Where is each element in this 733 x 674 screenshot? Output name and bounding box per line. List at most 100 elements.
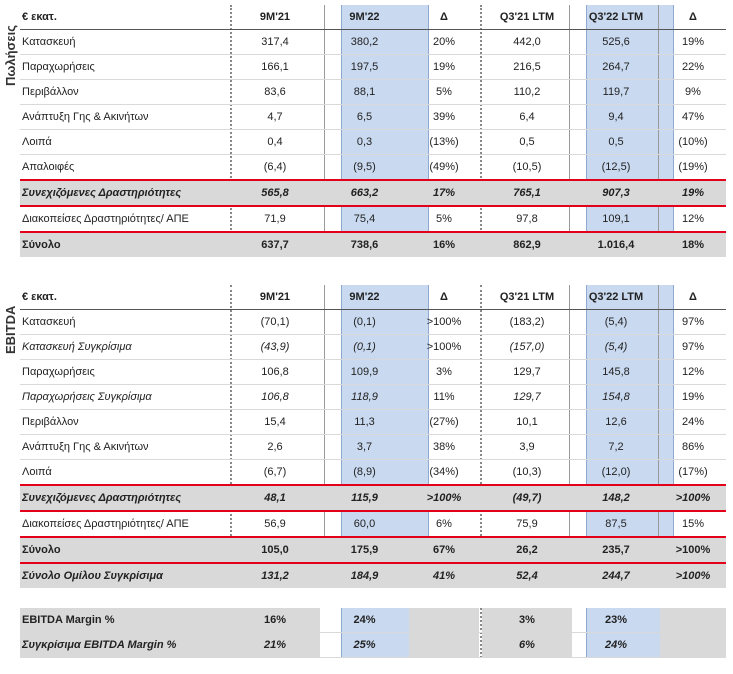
cell: 106,8: [261, 366, 289, 378]
cell: 16%: [432, 239, 456, 251]
cell: [660, 633, 726, 657]
cell: 3%: [436, 366, 452, 378]
cell: 24%: [604, 639, 628, 651]
cell: 380,2: [350, 36, 379, 48]
cell: >100%: [675, 492, 711, 504]
cell: (19%): [678, 161, 708, 173]
cell: 109,1: [602, 213, 630, 225]
row-label: Περιβάλλον: [22, 416, 79, 428]
cell: 738,6: [350, 239, 379, 251]
cell: 166,1: [261, 61, 289, 73]
cell: 6,4: [519, 111, 535, 123]
cell: 87,5: [605, 518, 627, 530]
cell: (9,5): [353, 161, 376, 173]
cell: 9,4: [608, 111, 624, 123]
cell: 1.016,4: [597, 239, 635, 251]
header-unit: € εκατ.: [22, 291, 57, 303]
row-label: Παραχωρήσεις: [22, 61, 95, 73]
cell: (10,3): [512, 466, 542, 478]
cell: 11,3: [354, 416, 375, 428]
cell: 22%: [681, 61, 705, 73]
cell: 19%: [432, 61, 456, 73]
row-label: Λοιπά: [22, 466, 52, 478]
cell: (183,2): [509, 316, 545, 328]
cell: 7,2: [608, 441, 624, 453]
row-label: EBITDA Margin %: [20, 608, 230, 632]
sales-table: € εκατ. 9M'21 9M'22 Δ Q3'21 LTM Q3'22 LT…: [20, 5, 726, 257]
cell: (70,1): [260, 316, 290, 328]
cell: 216,5: [513, 61, 541, 73]
header-q321: Q3'21 LTM: [499, 11, 555, 23]
table-row: Διακοπείσες Δραστηριότητες/ ΑΠΕ 56,9 60,…: [20, 512, 726, 538]
cell: 154,8: [602, 391, 630, 403]
table-row: Κατασκευή (70,1) (0,1) >100% (183,2) (5,…: [20, 310, 726, 335]
row-label: Ανάπτυξη Γης & Ακινήτων: [22, 111, 149, 123]
table-row: Απαλοιφές (6,4) (9,5) (49%) (10,5) (12,5…: [20, 155, 726, 181]
row-label: Σύνολο: [22, 544, 61, 556]
header-delta-ltm: Δ: [689, 291, 697, 303]
row-label: Απαλοιφές: [22, 161, 75, 173]
cell: 5%: [436, 213, 452, 225]
cell: 83,6: [264, 86, 286, 98]
header-delta-ltm: Δ: [689, 11, 697, 23]
cell: 20%: [432, 36, 456, 48]
table-row: Κατασκευή 317,4 380,2 20% 442,0 525,6 19…: [20, 30, 726, 55]
cell: 442,0: [513, 36, 541, 48]
cell: (43,9): [260, 341, 290, 353]
cell: 129,7: [513, 366, 541, 378]
header-q322: Q3'22 LTM: [588, 11, 644, 23]
header-unit: € εκατ.: [22, 11, 57, 23]
cell: 47%: [681, 111, 705, 123]
cell: 907,3: [602, 187, 630, 199]
cell: 21%: [230, 633, 320, 657]
cell: (34%): [429, 466, 459, 478]
cell: 19%: [681, 36, 705, 48]
ebitda-total-row: Σύνολο 105,0 175,9 67% 26,2 235,7 >100%: [20, 538, 726, 564]
cell: 129,7: [513, 391, 541, 403]
table-row: Παραχωρήσεις 106,8 109,9 3% 129,7 145,8 …: [20, 360, 726, 385]
cell: 3%: [482, 608, 572, 632]
header-delta: Δ: [440, 11, 448, 23]
row-label: Συνεχιζόμενες Δραστηριότητες: [22, 492, 182, 504]
sales-header-row: € εκατ. 9M'21 9M'22 Δ Q3'21 LTM Q3'22 LT…: [20, 5, 726, 30]
cell: (12,0): [601, 466, 631, 478]
row-label: Ανάπτυξη Γης & Ακινήτων: [22, 441, 149, 453]
cell: 105,0: [261, 544, 289, 556]
header-q322: Q3'22 LTM: [588, 291, 644, 303]
cell: (12,5): [601, 161, 631, 173]
table-row: Παραχωρήσεις Συγκρίσιμα 106,8 118,9 11% …: [20, 385, 726, 410]
sales-total-row: Σύνολο 637,7 738,6 16% 862,9 1.016,4 18%: [20, 233, 726, 257]
cell: 67%: [432, 544, 456, 556]
cell: (5,4): [604, 316, 628, 328]
table-row: Ανάπτυξη Γης & Ακινήτων 4,7 6,5 39% 6,4 …: [20, 105, 726, 130]
cell: 317,4: [261, 36, 289, 48]
cell: 25%: [353, 639, 376, 651]
row-label: Παραχωρήσεις: [22, 366, 95, 378]
cell: (49,7): [512, 492, 542, 504]
cell: 244,7: [602, 570, 630, 582]
cell: 862,9: [513, 239, 541, 251]
sales-side-label: Πωλήσεις: [3, 25, 18, 86]
table-row: Λοιπά (6,7) (8,9) (34%) (10,3) (12,0) (1…: [20, 460, 726, 486]
cell: >100%: [426, 316, 462, 328]
cell: 2,6: [267, 441, 283, 453]
cell: 12,6: [605, 416, 627, 428]
cell: 97%: [681, 341, 705, 353]
cell: 6%: [436, 518, 452, 530]
cell: 19%: [681, 187, 705, 199]
cell: (8,9): [353, 466, 376, 478]
cell: 75,4: [353, 213, 376, 225]
cell: 264,7: [602, 61, 630, 73]
cell: (6,4): [263, 161, 287, 173]
continuing-ops-row: Συνεχιζόμενες Δραστηριότητες 565,8 663,2…: [20, 181, 726, 207]
group-comparable-row: Σύνολο Ομίλου Συγκρίσιμα 131,2 184,9 41%…: [20, 564, 726, 588]
cell: 118,9: [351, 391, 378, 403]
cell: >100%: [675, 544, 711, 556]
ebitda-side-label: EBITDA: [3, 305, 18, 355]
cell: 115,9: [351, 492, 378, 504]
cell: 0,4: [267, 136, 283, 148]
cell: 15,4: [264, 416, 286, 428]
cell: 12%: [681, 213, 705, 225]
cell: 145,8: [602, 366, 630, 378]
table-row: Περιβάλλον 83,6 88,1 5% 110,2 119,7 9%: [20, 80, 726, 105]
